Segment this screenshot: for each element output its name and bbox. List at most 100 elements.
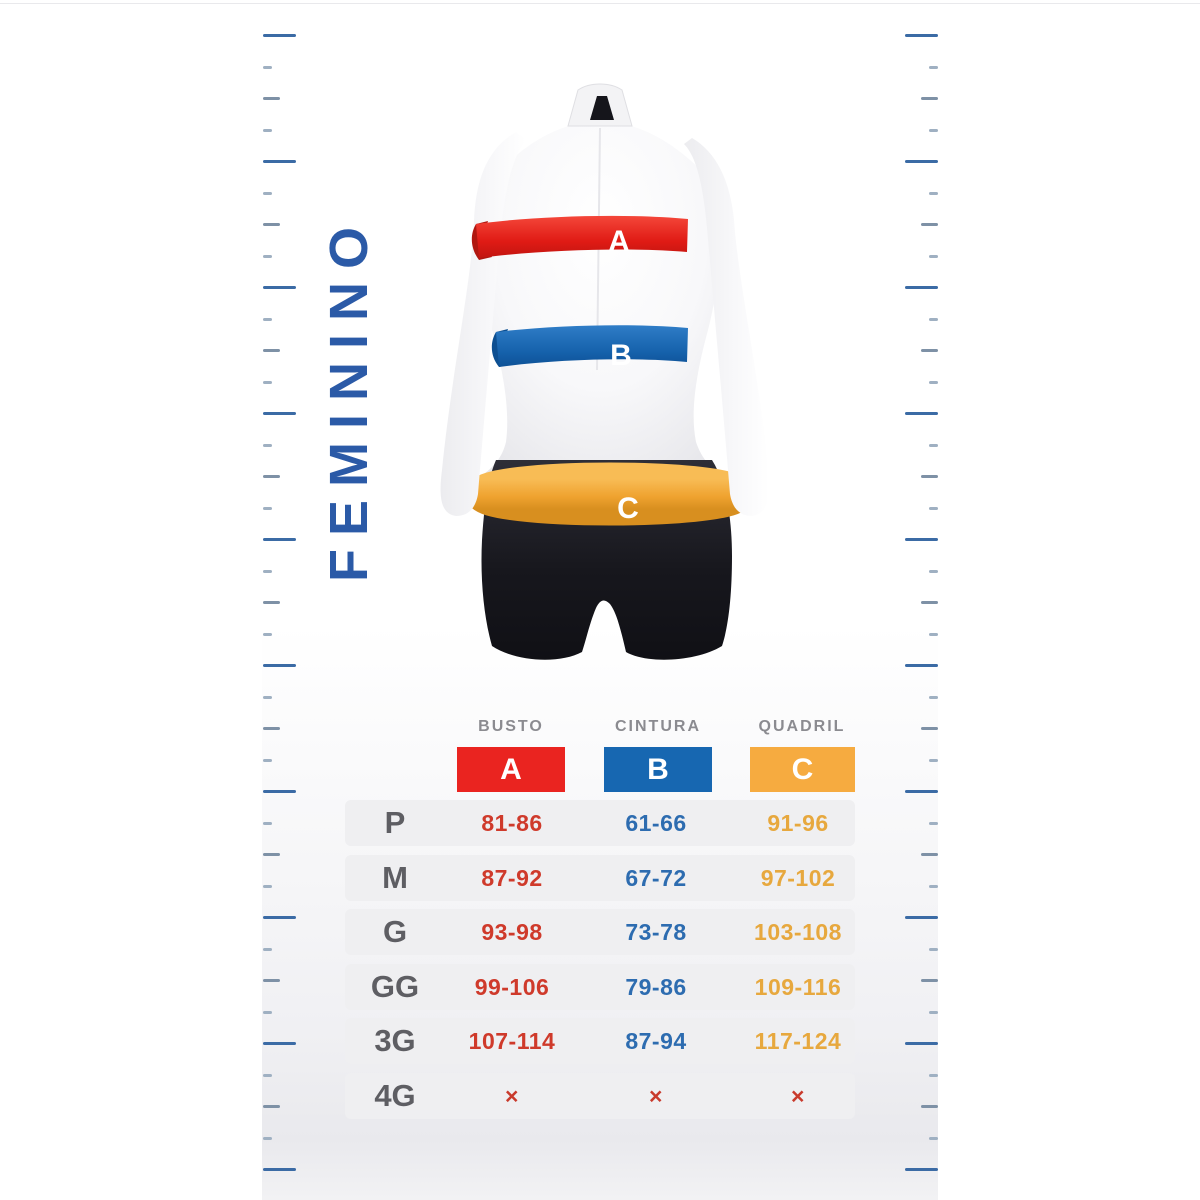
ruler-tick (263, 65, 272, 69)
quadril-value: 109-116 (754, 973, 842, 1000)
cintura-value: 67-72 (625, 864, 687, 891)
measure-band-c (465, 462, 755, 526)
cintura-value: 87-94 (625, 1028, 687, 1054)
ruler-tick (263, 160, 296, 163)
ruler-tick (929, 506, 938, 510)
ruler-tick (921, 97, 938, 100)
ruler-tick (921, 1105, 938, 1108)
ruler-tick (263, 790, 296, 793)
table-row-P: P 81-86 61-66 91-96 (345, 800, 855, 846)
ruler-tick (921, 475, 938, 478)
column-header-cintura: CINTURA (615, 718, 701, 735)
busto-value: 93-98 (481, 919, 543, 945)
ruler-tick (263, 223, 280, 226)
busto-value: × (505, 1082, 519, 1109)
quadril-value: 97-102 (760, 864, 836, 891)
ruler-tick (929, 191, 938, 195)
busto-value: 87-92 (481, 864, 543, 891)
ruler-tick (929, 632, 938, 636)
busto-value: 99-106 (474, 973, 550, 1000)
ruler-tick (263, 1010, 272, 1014)
quadril-value: 117-124 (754, 1028, 842, 1054)
column-header-busto: BUSTO (478, 718, 544, 735)
left-sleeve (440, 132, 526, 516)
size-label: 3G (374, 1023, 416, 1058)
ruler-tick (905, 916, 938, 919)
top-edge-line (0, 3, 1200, 4)
ruler-tick (263, 947, 272, 951)
ruler-tick (263, 412, 296, 415)
band-c-letter: C (617, 492, 639, 525)
band-a-letter: A (608, 225, 630, 258)
table-row-GG: GG 99-106 79-86 109-116 (345, 963, 855, 1010)
ruler-tick (905, 1168, 938, 1171)
ruler-left (263, 0, 297, 1200)
ruler-tick (921, 223, 938, 226)
ruler-tick (263, 317, 272, 321)
ruler-tick (929, 569, 938, 573)
mannequin-figure: C A B (440, 83, 770, 660)
ruler-tick (905, 286, 938, 289)
ruler-tick (929, 1136, 938, 1140)
ruler-tick (263, 695, 272, 699)
ruler-tick (929, 443, 938, 447)
ruler-tick (263, 538, 296, 541)
ruler-tick (263, 1168, 296, 1171)
busto-value: 81-86 (481, 810, 543, 836)
ruler-tick (929, 254, 938, 258)
size-label: P (384, 805, 406, 840)
measure-band-a (476, 215, 688, 258)
ruler-tick (921, 853, 938, 856)
ruler-tick (929, 758, 938, 762)
band-b-letter: B (610, 339, 632, 372)
ruler-tick (921, 601, 938, 604)
ruler-tick (263, 664, 296, 667)
ruler-tick (263, 1105, 280, 1108)
page-title: FEMININO (319, 214, 379, 582)
ruler-tick (263, 254, 272, 258)
ruler-tick (929, 695, 938, 699)
ruler-tick (905, 790, 938, 793)
ruler-tick (263, 979, 280, 982)
size-label: G (382, 914, 408, 949)
ruler-tick (905, 1042, 938, 1045)
ruler-tick (263, 34, 296, 37)
quadril-value: × (791, 1082, 805, 1109)
ruler-tick (263, 286, 296, 289)
ruler-tick (905, 160, 938, 163)
cintura-value: 73-78 (625, 919, 687, 945)
table-row-M: M 87-92 67-72 97-102 (345, 854, 855, 901)
ruler-tick (263, 475, 280, 478)
ruler-tick (929, 947, 938, 951)
ruler-tick (921, 979, 938, 982)
ruler-tick (929, 1073, 938, 1077)
ruler-tick (263, 506, 272, 510)
ruler-tick (263, 601, 280, 604)
ruler-tick (929, 128, 938, 132)
ruler-tick (263, 853, 280, 856)
ruler-tick (263, 884, 272, 888)
ruler-tick (263, 1042, 296, 1045)
ruler-tick (263, 632, 272, 636)
ruler-tick (905, 34, 938, 37)
ruler-tick (263, 1136, 272, 1140)
busto-value: 107-114 (468, 1028, 556, 1054)
band-box-b: B (604, 747, 712, 792)
right-sleeve (684, 138, 770, 516)
ruler-tick (905, 664, 938, 667)
ruler-tick (263, 97, 280, 100)
size-label: M (382, 859, 408, 895)
size-label: GG (370, 968, 420, 1004)
table-row-G: G 93-98 73-78 103-108 (345, 909, 855, 955)
ruler-tick (929, 884, 938, 888)
size-table-rows: P 81-86 61-66 91-96 M 87-92 67-72 97-102 G 93-98 7… (345, 800, 855, 1127)
ruler-tick (929, 317, 938, 321)
ruler-right (904, 0, 938, 1200)
collar-opening (590, 96, 614, 120)
ruler-tick (263, 758, 272, 762)
ruler-tick (929, 1010, 938, 1014)
cintura-value: × (649, 1082, 663, 1109)
ruler-tick (263, 128, 272, 132)
table-row-4G: 4G × × × (345, 1072, 855, 1119)
